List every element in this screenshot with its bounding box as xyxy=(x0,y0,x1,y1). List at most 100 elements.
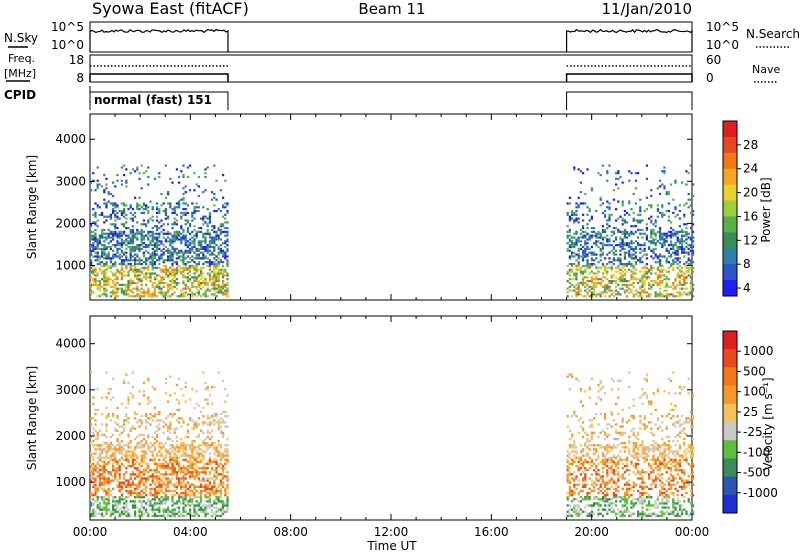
data-cell xyxy=(570,283,574,286)
data-cell xyxy=(619,431,622,434)
data-cell xyxy=(92,458,95,461)
data-cell xyxy=(131,213,134,216)
data-cell xyxy=(189,454,192,457)
data-cell xyxy=(131,242,134,245)
data-cell xyxy=(138,172,141,175)
data-cell xyxy=(617,496,620,499)
data-cell xyxy=(127,274,130,277)
data-cell xyxy=(219,452,222,455)
data-cell xyxy=(151,253,154,256)
data-cell xyxy=(160,462,163,466)
data-cell xyxy=(98,446,101,449)
data-cell xyxy=(570,245,574,249)
data-cell xyxy=(142,390,145,393)
data-cell xyxy=(612,508,615,511)
data-cell xyxy=(630,257,633,260)
data-cell xyxy=(592,496,596,499)
data-cell xyxy=(138,204,141,207)
data-cell xyxy=(118,481,121,484)
data-cell xyxy=(178,450,181,453)
data-cell xyxy=(678,230,681,233)
data-cell xyxy=(156,469,159,472)
data-cell xyxy=(103,251,106,254)
data-cell xyxy=(140,514,143,518)
data-cell xyxy=(136,412,139,416)
data-cell xyxy=(206,402,209,405)
data-cell xyxy=(195,489,198,493)
data-cell xyxy=(226,496,229,499)
data-cell xyxy=(614,270,618,273)
data-cell xyxy=(610,276,613,279)
data-cell xyxy=(116,249,119,252)
data-cell xyxy=(575,487,578,491)
data-cell xyxy=(595,496,598,499)
data-cell xyxy=(191,464,194,468)
data-cell xyxy=(171,446,174,449)
data-cell xyxy=(628,242,631,245)
data-cell xyxy=(156,433,159,437)
data-cell xyxy=(138,244,141,247)
data-cell xyxy=(92,483,95,486)
data-cell xyxy=(579,255,582,258)
data-cell xyxy=(590,226,593,230)
data-cell xyxy=(200,491,203,495)
data-cell xyxy=(566,236,569,239)
data-cell xyxy=(103,293,106,296)
data-cell xyxy=(672,295,675,298)
data-cell xyxy=(213,412,216,416)
data-cell xyxy=(661,183,664,186)
data-cell xyxy=(577,456,580,459)
data-cell xyxy=(140,500,143,503)
data-cell xyxy=(134,170,137,173)
data-cell xyxy=(112,452,115,455)
data-cell xyxy=(592,481,596,484)
data-cell xyxy=(601,498,604,501)
data-cell xyxy=(184,211,187,215)
data-cell xyxy=(586,493,589,497)
data-cell xyxy=(173,460,176,464)
data-cell xyxy=(160,419,163,422)
data-cell xyxy=(189,475,192,478)
data-cell xyxy=(219,481,222,484)
data-cell xyxy=(118,458,121,461)
data-cell xyxy=(610,213,613,216)
data-cell xyxy=(639,219,642,222)
data-cell xyxy=(105,510,108,513)
data-cell xyxy=(211,466,214,470)
data-cell xyxy=(599,379,602,383)
data-cell xyxy=(180,446,183,449)
data-cell xyxy=(195,452,198,455)
data-cell xyxy=(186,175,189,179)
data-cell xyxy=(630,278,633,281)
data-cell xyxy=(570,264,574,268)
data-cell xyxy=(147,183,150,186)
data-cell xyxy=(588,496,591,499)
data-cell xyxy=(107,456,110,459)
data-cell xyxy=(180,512,183,515)
data-cell xyxy=(632,211,635,215)
data-cell xyxy=(632,257,635,260)
data-cell xyxy=(169,232,172,235)
data-cell xyxy=(632,278,635,281)
data-cell xyxy=(691,213,695,216)
data-cell xyxy=(134,427,137,430)
data-cell xyxy=(162,473,165,476)
data-cell xyxy=(92,270,95,273)
data-cell xyxy=(217,274,220,277)
data-cell xyxy=(164,249,167,252)
data-cell xyxy=(193,228,196,232)
data-cell xyxy=(120,264,123,268)
data-cell xyxy=(222,435,225,439)
data-cell xyxy=(116,448,119,451)
data-cell xyxy=(226,264,229,268)
data-cell xyxy=(189,456,192,459)
data-cell xyxy=(570,514,574,518)
data-cell xyxy=(621,262,624,266)
data-cell xyxy=(588,462,591,466)
data-cell xyxy=(189,247,192,251)
data-cell xyxy=(597,462,600,466)
data-cell xyxy=(584,236,587,239)
data-cell xyxy=(195,469,198,472)
data-cell xyxy=(186,240,189,243)
data-cell xyxy=(147,295,150,298)
